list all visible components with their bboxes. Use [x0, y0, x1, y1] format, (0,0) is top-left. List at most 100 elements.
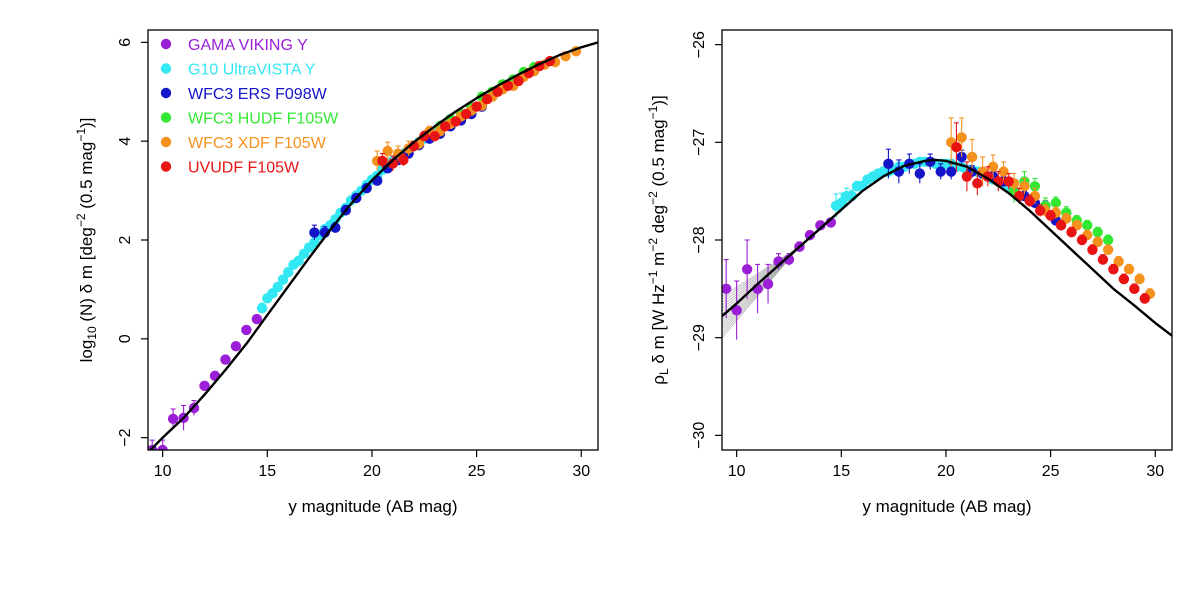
data-point	[1102, 234, 1114, 246]
legend: GAMA VIKING Y G10 UltraVISTA Y WFC3 ERS F0…	[160, 37, 339, 177]
y-tick-label: 4	[117, 137, 134, 146]
y-tick-label: −2	[117, 428, 134, 446]
legend-marker	[160, 38, 172, 50]
data-point	[220, 354, 231, 365]
series-uvudf-f105w	[377, 55, 556, 171]
data-point	[230, 341, 242, 352]
data-point	[951, 142, 962, 153]
data-point	[251, 313, 263, 325]
data-point	[241, 324, 252, 336]
data-point	[309, 237, 320, 248]
right-panel: 10 15 20 25 30 −30 −29 −28 −27 −26 y magnitude (AB…	[646, 29, 1173, 516]
data-point	[513, 75, 524, 87]
x-axis-title: y magnitude (AB mag)	[288, 497, 457, 516]
data-point	[398, 154, 409, 166]
data-point	[387, 158, 399, 169]
data-point	[914, 168, 925, 179]
legend-label: UVUDF F105W	[188, 160, 300, 177]
data-point	[945, 166, 957, 177]
data-point	[961, 171, 973, 182]
data-point	[1003, 176, 1014, 187]
series-gama-viking-y	[722, 217, 837, 340]
data-point	[956, 132, 967, 143]
data-point	[741, 264, 753, 275]
data-point	[1066, 226, 1077, 238]
y-tick-label: 0	[117, 334, 134, 343]
x-tick-label: 10	[728, 463, 746, 480]
fit-curve	[148, 41, 598, 450]
data-point	[199, 380, 210, 391]
y-tick-label: −30	[691, 422, 708, 449]
data-point	[998, 166, 1009, 177]
series-gama-viking-y	[148, 313, 263, 450]
data-point	[1113, 256, 1124, 267]
data-point	[1108, 264, 1119, 275]
fit-curve	[722, 158, 1172, 337]
y-tick-label: 6	[117, 38, 134, 47]
plot-frame	[721, 29, 1173, 451]
legend-marker	[160, 112, 172, 123]
data-point	[1087, 244, 1098, 255]
data-point	[309, 227, 320, 238]
data-point	[1029, 181, 1041, 192]
data-point	[1139, 293, 1150, 304]
data-point	[1123, 264, 1135, 275]
data-point	[502, 80, 514, 92]
data-point	[272, 281, 283, 293]
data-point	[492, 86, 503, 97]
data-point	[987, 161, 999, 172]
legend-label: G10 UltraVISTA Y	[188, 62, 316, 79]
legend-marker	[160, 136, 172, 148]
data-point	[440, 121, 451, 132]
data-point	[972, 178, 983, 189]
data-point	[804, 229, 816, 241]
y-tick-label: −29	[691, 324, 708, 351]
series-uvudf-f105w	[951, 122, 1150, 304]
data-point	[450, 116, 461, 127]
data-point	[762, 278, 774, 290]
data-point	[429, 131, 440, 142]
legend-marker	[160, 63, 172, 74]
data-point	[1024, 195, 1035, 207]
data-point	[1034, 205, 1046, 216]
data-point	[283, 266, 294, 278]
data-point	[1050, 197, 1062, 209]
y-tick-label: −26	[691, 31, 708, 58]
x-tick-label: 10	[154, 463, 172, 480]
data-point	[966, 151, 978, 163]
data-point	[481, 93, 493, 105]
data-point	[1129, 283, 1140, 295]
legend-label: WFC3 HUDF F105W	[188, 111, 339, 128]
data-point	[722, 283, 732, 295]
x-tick-label: 30	[1146, 463, 1164, 480]
x-axis-title: y magnitude (AB mag)	[862, 497, 1031, 516]
x-tick-label: 25	[468, 463, 486, 480]
y-axis-title: log10 (N) δ m [deg−2 (0.5 mag−1)]	[74, 118, 99, 363]
data-point	[382, 145, 393, 157]
data-point	[277, 274, 289, 285]
x-tick-label: 20	[363, 463, 381, 480]
series-g10-ultravista-y	[256, 123, 446, 314]
y-tick-label: −28	[691, 226, 708, 253]
left-panel: 10 15 20 25 30 −2 0 2 4 6 y magnitude (AB mag) log1…	[74, 29, 599, 516]
x-tick-label: 15	[832, 463, 850, 480]
data-point	[731, 305, 742, 316]
data-point	[1092, 226, 1103, 238]
data-point	[460, 108, 472, 120]
data-point	[1092, 236, 1103, 248]
data-point	[815, 220, 826, 231]
legend-label: GAMA VIKING Y	[188, 37, 308, 54]
data-point	[1134, 273, 1145, 285]
data-point	[256, 302, 268, 314]
x-tick-label: 20	[937, 463, 955, 480]
x-tick-label: 25	[1042, 463, 1060, 480]
legend-marker	[160, 87, 172, 99]
data-point	[883, 158, 894, 170]
data-point	[1019, 181, 1030, 192]
y-axis-title: ρL δ m [W Hz−1 m−2 deg−2 (0.5 mag−1)]	[646, 95, 671, 384]
data-point	[1097, 254, 1109, 265]
data-point	[1076, 234, 1088, 246]
x-tick-label: 15	[258, 463, 276, 480]
